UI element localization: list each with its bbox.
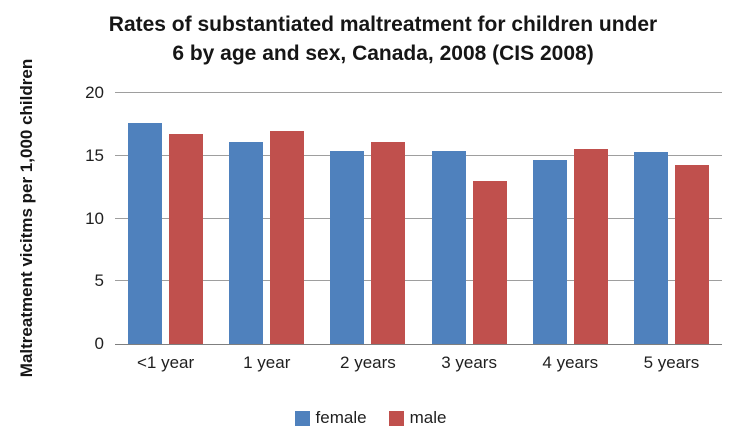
y-tick-label-10: 10 xyxy=(85,208,104,228)
bar-female-0 xyxy=(128,123,163,344)
bar-group-2 xyxy=(317,93,418,344)
legend-swatch-male xyxy=(388,410,404,426)
bar-group-5 xyxy=(621,93,722,344)
bar-female-3 xyxy=(431,150,466,344)
bar-male-3 xyxy=(472,180,507,344)
bar-male-0 xyxy=(169,134,204,344)
x-tick-label-4: 4 years xyxy=(542,353,599,372)
legend-label-female: female xyxy=(315,408,367,427)
x-axis-labels: <1 year 1 year 2 years 3 years 4 years 5 year… xyxy=(115,353,722,373)
y-tick-label-0: 0 xyxy=(94,334,104,353)
gridline-15 xyxy=(115,154,722,156)
y-tick-label-15: 15 xyxy=(85,145,104,165)
legend: female male xyxy=(0,405,741,431)
bar-female-1 xyxy=(229,141,264,344)
bar-group-4 xyxy=(520,93,621,344)
bar-female-4 xyxy=(532,159,567,344)
bar-group-1 xyxy=(216,93,317,344)
y-tick-label-20: 20 xyxy=(85,83,104,102)
gridline-20 xyxy=(115,92,722,93)
y-tick-label-5: 5 xyxy=(94,271,104,291)
bar-group-3 xyxy=(419,93,520,344)
plot-area xyxy=(115,92,722,345)
gridline-10 xyxy=(115,217,722,219)
legend-item-male: male xyxy=(388,408,447,428)
legend-swatch-female xyxy=(294,410,310,426)
x-tick-label-5: 5 years xyxy=(643,353,700,372)
chart-title-line-2: 6 by age and sex, Canada, 2008 (CIS 2008… xyxy=(172,42,594,65)
bar-male-4 xyxy=(573,149,608,344)
bar-female-2 xyxy=(330,150,365,344)
y-axis-ticks: 0 5 10 15 20 xyxy=(0,83,104,353)
x-tick-label-3: 3 years xyxy=(441,353,497,372)
bars xyxy=(115,93,722,344)
bar-male-1 xyxy=(270,130,305,344)
legend-item-female: female xyxy=(294,408,367,428)
x-tick-label-1: 1 year xyxy=(243,353,291,372)
x-tick-label-2: 2 years xyxy=(340,353,396,372)
chart-title-line-1: Rates of substantiated maltreatment for … xyxy=(108,13,658,36)
chart-title: Rates of substantiated maltreatment for … xyxy=(40,10,726,68)
bar-male-5 xyxy=(674,164,709,344)
x-tick-label-0: <1 year xyxy=(136,353,195,372)
bar-female-5 xyxy=(633,152,668,344)
bar-male-2 xyxy=(371,141,406,344)
gridline-5 xyxy=(115,280,722,282)
legend-label-male: male xyxy=(409,408,447,427)
bar-group-0 xyxy=(115,93,216,344)
